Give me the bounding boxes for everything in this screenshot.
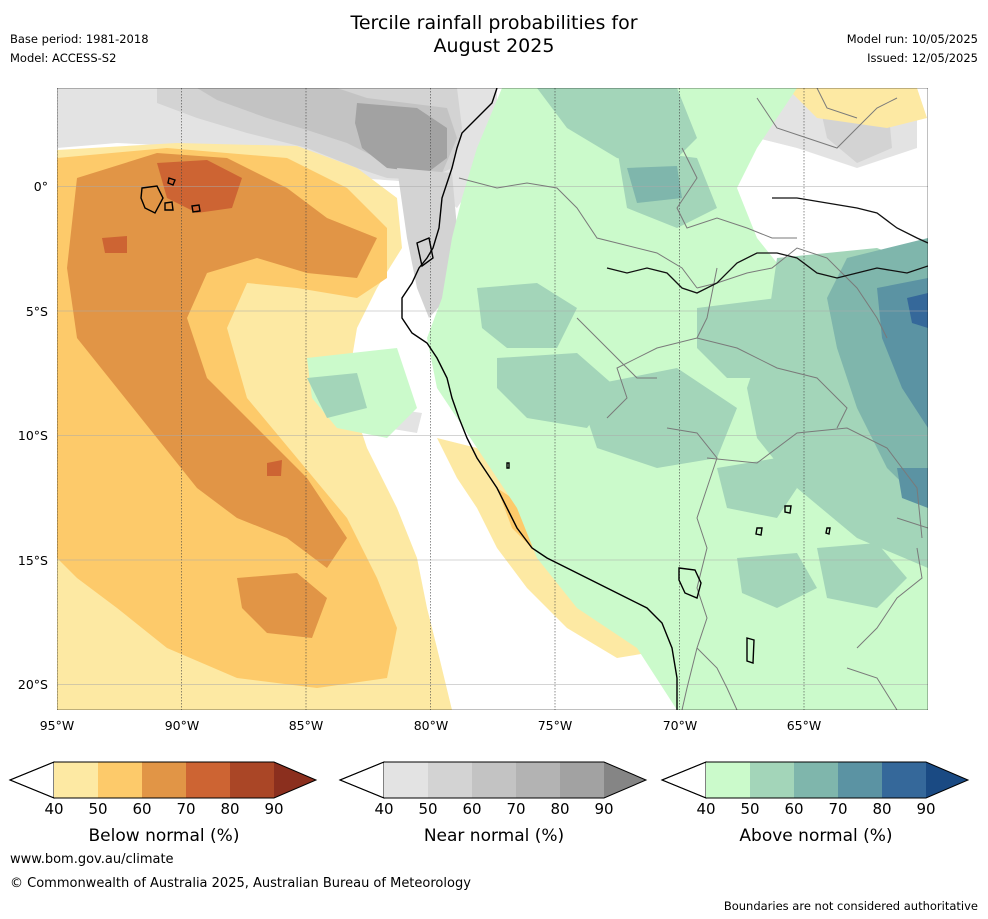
- legend-near-normal: [338, 761, 648, 799]
- footer-url: www.bom.gov.au/climate: [10, 852, 174, 867]
- legend-near-title: Near normal (%): [423, 826, 565, 846]
- lon-label-65w: 65°W: [786, 718, 822, 733]
- legend-below-tick-60: 60: [132, 800, 152, 818]
- colorbar-below-min-triangle: [8, 761, 55, 799]
- meta-right: Model run: 10/05/2025 Issued: 12/05/2025: [847, 30, 978, 68]
- lon-label-80w: 80°W: [413, 718, 449, 733]
- lon-label-75w: 75°W: [537, 718, 573, 733]
- legend-above-normal: [660, 761, 970, 799]
- title-line-2: August 2025: [433, 35, 555, 57]
- legend-above-tick-40: 40: [696, 800, 716, 818]
- colorbar-below-segment-4: [186, 762, 230, 798]
- legend-near-tick-60: 60: [462, 800, 482, 818]
- colorbar-near-max-triangle: [604, 762, 646, 798]
- legend-below-tick-90: 90: [264, 800, 284, 818]
- issued-date: Issued: 12/05/2025: [867, 51, 978, 65]
- chart-title: Tercile rainfall probabilities for Augus…: [0, 12, 988, 58]
- legend-near-tick-40: 40: [374, 800, 394, 818]
- legend-below-tick-50: 50: [88, 800, 108, 818]
- above-normal-regions: [307, 88, 928, 710]
- footer-copyright: © Commonwealth of Australia 2025, Austra…: [10, 876, 471, 891]
- colorbar-near-segment-2: [428, 762, 472, 798]
- coastline: [140, 88, 831, 710]
- colorbar-above-segment-1: [706, 762, 750, 798]
- lat-label-0: 0°: [33, 179, 48, 194]
- legend-above-title: Above normal (%): [739, 826, 893, 846]
- legend-near-tick-80: 80: [550, 800, 570, 818]
- legend-above-tick-70: 70: [828, 800, 848, 818]
- legend-below-tick-40: 40: [44, 800, 64, 818]
- lon-label-70w: 70°W: [662, 718, 698, 733]
- colorbar-near-segment-1: [384, 762, 428, 798]
- colorbar-above-segment-4: [838, 762, 882, 798]
- legend-below-tick-70: 70: [176, 800, 196, 818]
- colorbar-below-segment-5: [230, 762, 274, 798]
- base-period: Base period: 1981-2018: [10, 32, 149, 46]
- lat-label-5s: 5°S: [25, 304, 48, 319]
- lon-label-90w: 90°W: [164, 718, 200, 733]
- map-canvas: [57, 88, 928, 710]
- rivers: [606, 197, 928, 294]
- colorbar-above-max-triangle: [926, 762, 968, 798]
- legend-above-tick-60: 60: [784, 800, 804, 818]
- legend-below-title: Below normal (%): [88, 826, 240, 846]
- colorbar-below-normal: [8, 761, 318, 799]
- colorbar-near-segment-4: [516, 762, 560, 798]
- lon-label-95w: 95°W: [39, 718, 75, 733]
- legend-above-tick-50: 50: [740, 800, 760, 818]
- legend-above-tick-90: 90: [916, 800, 936, 818]
- colorbar-above-segment-3: [794, 762, 838, 798]
- legend-below-normal: [8, 761, 318, 799]
- colorbar-near-segment-3: [472, 762, 516, 798]
- colorbar-above-min-triangle: [660, 761, 707, 799]
- colorbar-above-normal: [660, 761, 970, 799]
- lon-label-85w: 85°W: [288, 718, 324, 733]
- colorbar-below-segment-3: [142, 762, 186, 798]
- colorbar-below-segment-2: [98, 762, 142, 798]
- legend-near-tick-70: 70: [506, 800, 526, 818]
- legend-below-tick-80: 80: [220, 800, 240, 818]
- lat-label-15s: 15°S: [17, 553, 48, 568]
- colorbar-below-max-triangle: [274, 762, 316, 798]
- lat-label-20s: 20°S: [17, 677, 48, 692]
- colorbar-near-normal: [338, 761, 648, 799]
- colorbar-above-segment-2: [750, 762, 794, 798]
- model-name: Model: ACCESS-S2: [10, 51, 117, 65]
- colorbar-below-segment-1: [54, 762, 98, 798]
- meta-left: Base period: 1981-2018 Model: ACCESS-S2: [10, 30, 149, 68]
- title-line-1: Tercile rainfall probabilities for: [350, 12, 638, 34]
- legend-near-tick-50: 50: [418, 800, 438, 818]
- colorbar-near-min-triangle: [338, 761, 385, 799]
- colorbar-near-segment-5: [560, 762, 604, 798]
- lat-label-10s: 10°S: [17, 428, 48, 443]
- footer-disclaimer: Boundaries are not considered authoritat…: [723, 899, 978, 913]
- model-run: Model run: 10/05/2025: [846, 32, 978, 46]
- legend-near-tick-90: 90: [594, 800, 614, 818]
- probability-map: [57, 88, 928, 710]
- legend-above-tick-80: 80: [872, 800, 892, 818]
- colorbar-above-segment-5: [882, 762, 926, 798]
